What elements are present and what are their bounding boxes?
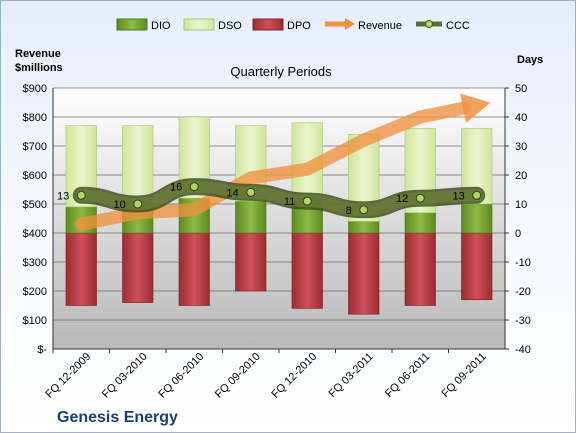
ccc-data-label: 12 bbox=[396, 193, 408, 205]
legend-ccc-label: CCC bbox=[446, 20, 470, 32]
legend-dso-label: DSO bbox=[218, 20, 242, 32]
left-tick-label: $100 bbox=[23, 315, 47, 327]
left-axis-title-line1: Revenue bbox=[15, 48, 61, 60]
dpo-bar bbox=[235, 232, 267, 292]
right-tick-label: -10 bbox=[515, 257, 531, 269]
legend-dpo-label: DPO bbox=[287, 20, 311, 32]
dio-bar bbox=[348, 221, 380, 234]
chart-title: Quarterly Periods bbox=[230, 64, 332, 79]
left-tick-label: $900 bbox=[23, 83, 47, 95]
left-tick-label: $200 bbox=[23, 286, 47, 298]
ccc-marker bbox=[359, 205, 369, 215]
left-tick-label: $800 bbox=[23, 112, 47, 124]
ccc-data-label: 8 bbox=[346, 205, 352, 217]
ccc-series: 13 10 16 14 11 8 12 13 bbox=[57, 178, 486, 219]
left-axis-title-line2: $millions bbox=[15, 62, 63, 74]
ccc-marker bbox=[415, 193, 425, 203]
left-tick-label: $400 bbox=[23, 228, 47, 240]
ccc-marker bbox=[189, 182, 199, 192]
revenue-series bbox=[74, 93, 491, 231]
x-tick-label: FQ 09-2010 bbox=[213, 351, 263, 401]
legend-dso: DSO bbox=[183, 18, 242, 32]
ccc-marker bbox=[133, 199, 143, 209]
ccc-data-label: 13 bbox=[57, 190, 69, 202]
dpo-bar bbox=[461, 232, 493, 300]
dio-bar bbox=[404, 212, 436, 234]
legend-dio-label: DIO bbox=[151, 20, 171, 32]
ccc-marker bbox=[472, 190, 482, 200]
x-tick-label: FQ 06-2011 bbox=[383, 351, 432, 400]
legend-dio-swatch bbox=[116, 18, 148, 31]
dio-bar bbox=[235, 200, 267, 234]
right-tick-label: 10 bbox=[515, 199, 527, 211]
legend-dio: DIO bbox=[116, 18, 171, 32]
legend-revenue-arrow-icon bbox=[345, 18, 355, 30]
x-tick-label: FQ 03-2010 bbox=[100, 351, 150, 401]
legend-ccc: CCC bbox=[416, 20, 470, 32]
right-tick-label: -40 bbox=[515, 344, 531, 356]
revenue-line bbox=[74, 101, 470, 231]
right-tick-label: 30 bbox=[515, 141, 527, 153]
x-tick-label: FQ 03-2011 bbox=[326, 351, 375, 400]
dpo-bar bbox=[178, 232, 210, 306]
right-tick-label: -20 bbox=[515, 286, 531, 298]
ccc-data-label: 13 bbox=[453, 190, 465, 202]
dso-bar bbox=[122, 125, 154, 202]
legend-ccc-marker bbox=[425, 20, 433, 28]
legend-dpo-swatch bbox=[252, 18, 284, 31]
revenue-arrowhead bbox=[460, 93, 491, 123]
legend-dso-swatch bbox=[183, 18, 215, 31]
x-tick-label: FQ 12-2009 bbox=[43, 351, 93, 401]
ccc-marker bbox=[302, 196, 312, 206]
right-axis-title: Days bbox=[517, 54, 543, 66]
ccc-data-label: 16 bbox=[170, 182, 182, 194]
ccc-marker bbox=[76, 190, 86, 200]
legend: DIO DSO DPO Revenue CCC bbox=[116, 18, 470, 32]
left-tick-label: $600 bbox=[23, 170, 47, 182]
right-tick-label: 20 bbox=[515, 170, 527, 182]
right-tick-label: 40 bbox=[515, 112, 527, 124]
right-tick-label: 0 bbox=[515, 228, 521, 240]
ccc-marker bbox=[246, 187, 256, 197]
right-tick-label: 50 bbox=[515, 83, 527, 95]
right-tick-label: -30 bbox=[515, 315, 531, 327]
dpo-bar bbox=[404, 232, 436, 306]
dpo-bar bbox=[122, 232, 154, 303]
legend-dpo: DPO bbox=[252, 18, 311, 32]
x-tick-label: FQ 06-2010 bbox=[156, 351, 206, 401]
left-tick-label: $- bbox=[37, 344, 47, 356]
dpo-bar bbox=[291, 232, 323, 309]
ccc-data-label: 10 bbox=[114, 199, 126, 211]
left-tick-label: $700 bbox=[23, 141, 47, 153]
ccc-data-label: 11 bbox=[284, 196, 295, 208]
left-tick-label: $500 bbox=[23, 199, 47, 211]
legend-revenue: Revenue bbox=[325, 18, 402, 32]
ccc-data-label: 14 bbox=[227, 187, 239, 199]
left-tick-label: $300 bbox=[23, 257, 47, 269]
legend-revenue-label: Revenue bbox=[358, 20, 402, 32]
x-tick-label: FQ 12-2010 bbox=[269, 351, 319, 401]
dpo-bar bbox=[348, 232, 380, 315]
x-tick-label: FQ 09-2011 bbox=[439, 351, 488, 400]
dpo-bar bbox=[65, 232, 97, 306]
dio-bar bbox=[461, 203, 493, 234]
company-name: Genesis Energy bbox=[57, 409, 178, 426]
